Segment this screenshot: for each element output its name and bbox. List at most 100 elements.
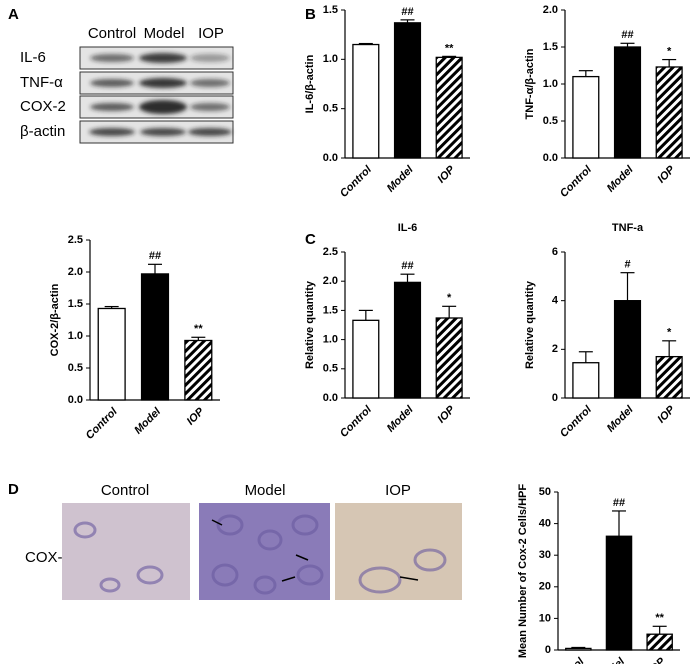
y-tick-label: 1.0 xyxy=(68,330,83,342)
chart-title: IL-6 xyxy=(398,222,418,234)
bar xyxy=(613,46,642,159)
bar xyxy=(565,647,592,651)
x-tick-label: IOP xyxy=(655,163,677,185)
y-tick-label: 0.5 xyxy=(323,363,338,375)
y-axis-label: Relative quantity xyxy=(524,280,536,369)
bar xyxy=(572,75,600,159)
lane-label: Control xyxy=(101,482,149,499)
bar xyxy=(435,56,463,159)
lane-label: Control xyxy=(88,25,136,42)
bar xyxy=(97,307,126,401)
y-tick-label: 40 xyxy=(539,518,551,530)
y-tick-label: 1.0 xyxy=(323,334,338,346)
panel-label: B xyxy=(305,6,316,23)
x-tick-label: IOP xyxy=(435,163,457,185)
bar xyxy=(646,633,673,651)
y-tick-label: 0.0 xyxy=(68,394,83,406)
y-tick-label: 0.5 xyxy=(543,115,558,127)
chart-title: TNF-a xyxy=(612,222,644,234)
x-tick-label: Model xyxy=(385,163,417,195)
y-tick-label: 2.0 xyxy=(68,266,83,278)
bar xyxy=(655,66,683,159)
y-tick-label: 10 xyxy=(539,612,551,624)
significance: ## xyxy=(149,250,161,262)
bar xyxy=(572,362,600,399)
bar xyxy=(352,43,380,159)
x-tick-label: Control xyxy=(338,163,375,200)
y-tick-label: 2.0 xyxy=(323,275,338,287)
bar xyxy=(435,317,463,399)
x-tick-label: Control xyxy=(338,403,375,440)
y-tick-label: 1.0 xyxy=(323,53,338,65)
row-label: TNF-α xyxy=(20,74,63,91)
bar xyxy=(613,300,642,399)
panel-label: A xyxy=(8,6,19,23)
bar xyxy=(184,339,213,401)
y-tick-label: 2 xyxy=(552,343,558,355)
x-tick-label: Control xyxy=(550,655,587,664)
lane-label: Model xyxy=(144,25,185,42)
y-tick-label: 2.5 xyxy=(68,234,83,246)
y-tick-label: 0.0 xyxy=(323,392,338,404)
row-label: COX-2 xyxy=(20,98,66,115)
row-label: COX-2 xyxy=(25,549,71,566)
significance: ## xyxy=(401,6,413,18)
bar xyxy=(352,319,380,399)
x-tick-label: Control xyxy=(558,163,595,200)
y-tick-label: 1.0 xyxy=(543,78,558,90)
x-tick-label: IOP xyxy=(655,403,677,425)
lane-label: IOP xyxy=(198,25,224,42)
bar xyxy=(655,355,683,399)
bar xyxy=(140,273,170,401)
x-tick-label: IOP xyxy=(435,403,457,425)
x-tick-label: IOP xyxy=(185,405,207,427)
significance: * xyxy=(447,292,452,304)
significance: ** xyxy=(194,323,203,335)
bar xyxy=(393,22,422,159)
y-tick-label: 0 xyxy=(545,644,551,656)
significance: * xyxy=(667,327,672,339)
x-tick-label: IOP xyxy=(646,655,668,664)
panel-label: D xyxy=(8,481,19,498)
y-tick-label: 2.5 xyxy=(323,246,338,258)
significance: ## xyxy=(401,260,413,272)
x-tick-label: Control xyxy=(558,403,595,440)
significance: ## xyxy=(613,497,625,509)
y-tick-label: 1.5 xyxy=(543,41,558,53)
y-tick-label: 0 xyxy=(552,392,558,404)
x-tick-label: Model xyxy=(605,163,637,195)
x-tick-label: Model xyxy=(132,405,164,437)
y-tick-label: 20 xyxy=(539,581,551,593)
y-tick-label: 0.0 xyxy=(323,152,338,164)
y-axis-label: COX-2/β-actin xyxy=(49,283,61,356)
lane-label: IOP xyxy=(385,482,411,499)
x-tick-label: Model xyxy=(605,403,637,435)
y-tick-label: 0.0 xyxy=(543,152,558,164)
y-tick-label: 6 xyxy=(552,246,558,258)
bar xyxy=(393,281,422,399)
y-tick-label: 2.0 xyxy=(543,4,558,16)
y-tick-label: 1.5 xyxy=(323,304,338,316)
x-tick-label: Model xyxy=(385,403,417,435)
y-axis-label: Mean Number of Cox-2 Cells/HPF xyxy=(517,484,529,658)
y-tick-label: 1.5 xyxy=(323,4,338,16)
histology: Control Model IOP COX-2 xyxy=(25,482,462,600)
x-tick-label: Model xyxy=(596,655,628,664)
blot: Control Model IOP IL-6 TNF-α COX-2 β-act… xyxy=(20,25,234,144)
lane-label: Model xyxy=(245,482,286,499)
y-tick-label: 4 xyxy=(552,295,559,307)
row-label: IL-6 xyxy=(20,49,46,66)
significance: # xyxy=(624,259,630,271)
bar xyxy=(605,535,633,651)
y-tick-label: 0.5 xyxy=(323,103,338,115)
significance: ** xyxy=(655,612,664,624)
y-axis-label: IL-6/β-actin xyxy=(304,54,316,113)
y-axis-label: Relative quantity xyxy=(304,280,316,369)
y-tick-label: 50 xyxy=(539,486,551,498)
significance: ## xyxy=(621,29,633,41)
significance: ** xyxy=(445,42,454,54)
x-tick-label: Control xyxy=(84,405,121,442)
y-tick-label: 30 xyxy=(539,549,551,561)
row-label: β-actin xyxy=(20,123,65,140)
